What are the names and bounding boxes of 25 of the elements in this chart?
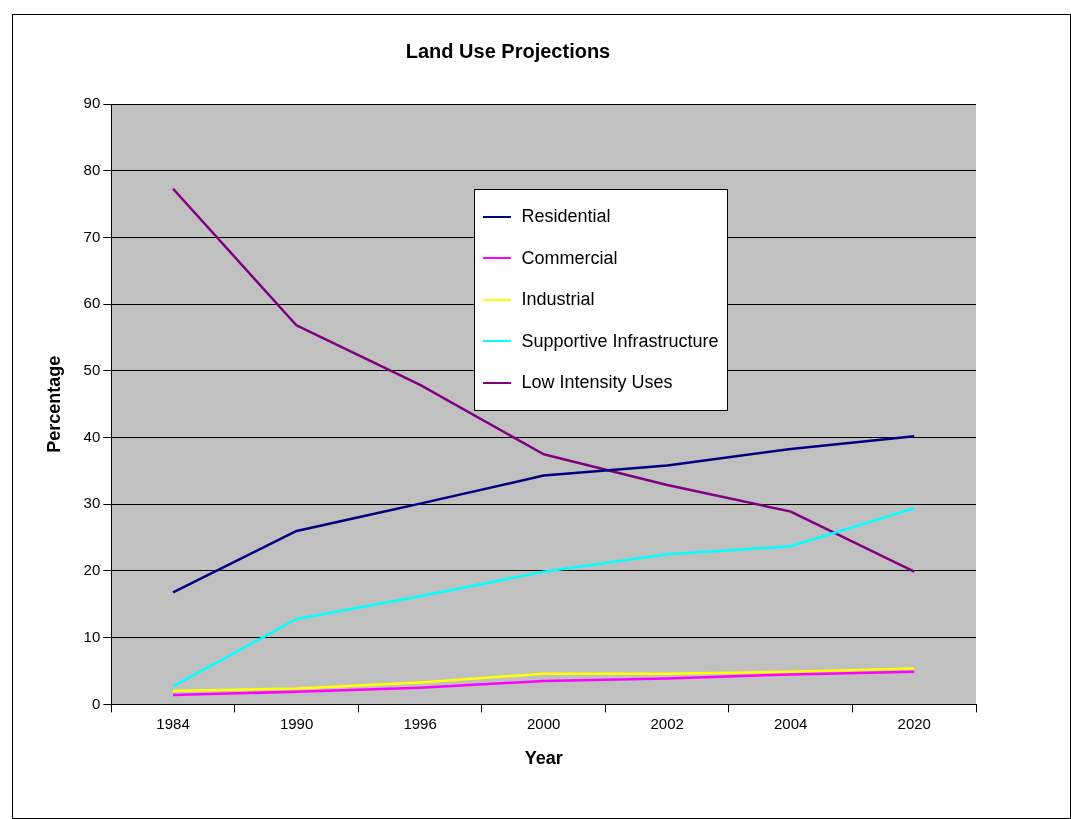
- x-tick-label: 2004: [774, 714, 808, 732]
- y-tick-label: 30: [83, 494, 101, 512]
- legend-label: Commercial: [521, 247, 618, 269]
- x-tick-label: 2002: [650, 714, 684, 732]
- legend-label: Supportive Infrastructure: [521, 330, 719, 352]
- y-tick-label: 90: [83, 94, 101, 112]
- x-tick-label: 2020: [897, 714, 931, 732]
- y-tick-label: 0: [91, 694, 101, 712]
- x-tick-label: 2000: [526, 714, 561, 732]
- y-tick-label: 60: [83, 294, 101, 312]
- y-tick-label: 50: [83, 360, 101, 378]
- x-axis-title: Year: [524, 748, 563, 769]
- x-tick-label: 1996: [403, 714, 437, 732]
- y-tick-label: 40: [83, 427, 101, 445]
- x-tick-label: 1984: [156, 714, 190, 732]
- legend-label: Low Intensity Uses: [521, 372, 673, 394]
- chart-title: Land Use Projections: [405, 39, 611, 62]
- legend-label: Residential: [521, 206, 611, 228]
- legend-label: Industrial: [521, 289, 595, 311]
- y-tick-label: 20: [83, 561, 101, 579]
- y-tick-label: 10: [83, 627, 101, 645]
- y-tick-label: 70: [83, 227, 101, 245]
- x-tick-label: 1990: [279, 714, 314, 732]
- y-tick-label: 80: [83, 160, 101, 178]
- y-axis-title: Percentage: [43, 355, 64, 453]
